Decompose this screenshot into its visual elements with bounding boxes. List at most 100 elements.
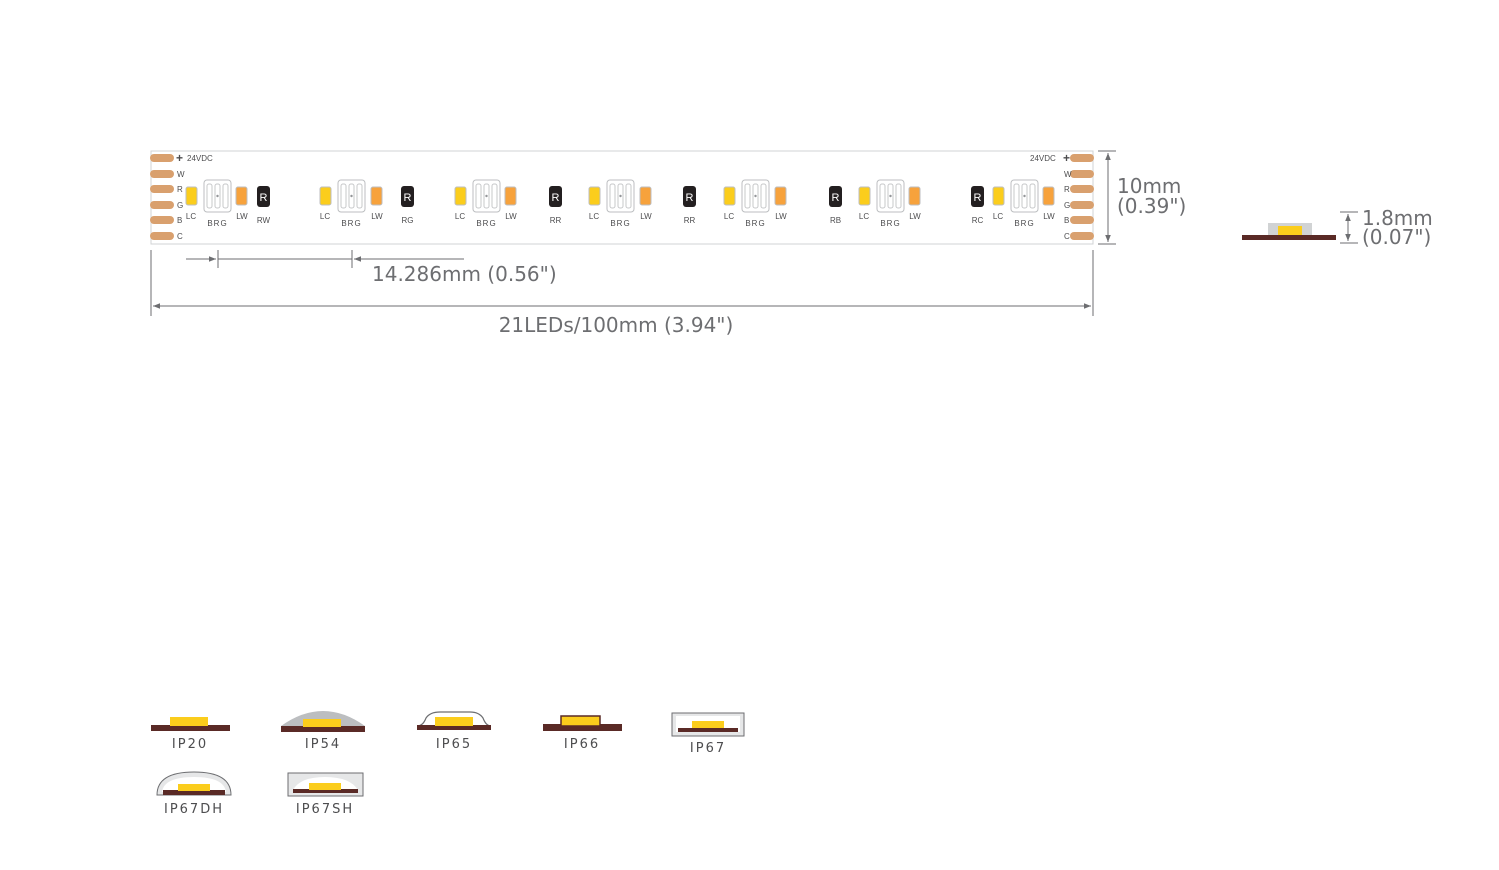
resistor-label: RW [257, 216, 271, 225]
rgb-die [895, 183, 902, 209]
ip66-label: IP66 [564, 737, 600, 752]
ip54-label: IP54 [305, 737, 341, 752]
resistor [549, 186, 562, 207]
led-chip-label: LC [993, 212, 1003, 221]
rgb-die [222, 183, 229, 209]
left-pad-label-b: B [177, 216, 182, 225]
rgb-center-dot [754, 194, 757, 198]
resistor-label: RR [684, 216, 696, 225]
led-chip-label: LW [640, 212, 652, 221]
solder-pad [1070, 185, 1094, 193]
solder-pad [150, 170, 174, 178]
profile-led-chip [1278, 226, 1302, 235]
led-chip-label: LC [320, 212, 330, 221]
led-chip-lw [774, 186, 787, 206]
rgb-center-dot [889, 194, 892, 198]
led-group: LC BRG LW R RW [185, 179, 271, 228]
resistor-letter: R [832, 192, 840, 204]
led-chip-lw [235, 186, 248, 206]
rgb-led-label: BRG [1014, 219, 1034, 228]
left-pad-label-c: C [177, 232, 183, 241]
rgb-center-dot [216, 194, 219, 198]
rgb-center-dot [1023, 194, 1026, 198]
ip65-profile: IP65 [416, 711, 492, 752]
left-solder-pads [150, 154, 174, 240]
solder-pad [1070, 232, 1094, 240]
led-chip-label: LW [505, 212, 517, 221]
led-chip-lc [858, 186, 871, 206]
rgb-die [609, 183, 616, 209]
resistor-label: RG [402, 216, 414, 225]
solder-pad [1070, 170, 1094, 178]
led-chip-label: LC [589, 212, 599, 221]
led-chip-lw [370, 186, 383, 206]
led-chip-label: LC [186, 212, 196, 221]
resistor-letter: R [974, 192, 982, 204]
rgb-die [1013, 183, 1020, 209]
resistor-label: RB [830, 216, 841, 225]
led-chip-lw [1042, 186, 1055, 206]
rgb-die [760, 183, 767, 209]
solder-pad [1070, 154, 1094, 162]
rgb-die [625, 183, 632, 209]
resistor-label: RC [972, 216, 984, 225]
ip65-label: IP65 [436, 737, 472, 752]
led-chip-lc [319, 186, 332, 206]
rgb-led-label: BRG [476, 219, 496, 228]
right-pad-label-g: G [1064, 201, 1070, 210]
length-label: 21LEDs/100mm (3.94") [499, 313, 734, 337]
resistor [401, 186, 414, 207]
right-pad-label-r: R [1064, 185, 1070, 194]
resistor-letter: R [404, 192, 412, 204]
led-group: LC BRG LW R RB [723, 179, 842, 228]
ip67sh-profile: IP67SH [287, 772, 364, 817]
led-chip-lc [454, 186, 467, 206]
right-pad-label-w: W [1064, 170, 1072, 179]
solder-pad [150, 232, 174, 240]
ip-rating-profiles: IP20 IP54 IP65 IP66 IP67 [151, 711, 745, 817]
led-chip-label: LW [909, 212, 921, 221]
led-chip-label: LW [371, 212, 383, 221]
left-plus-sign: + [176, 151, 183, 165]
pitch-dimension: 14.286mm (0.56") [186, 250, 557, 286]
solder-pad [150, 154, 174, 162]
ip67dh-label: IP67DH [164, 802, 224, 817]
pitch-label: 14.286mm (0.56") [372, 262, 557, 286]
left-pad-label-w: W [177, 170, 185, 179]
led-chip-lw [504, 186, 517, 206]
led-chip-lc [992, 186, 1005, 206]
resistor-letter: R [552, 192, 560, 204]
ip67dh-profile: IP67DH [156, 771, 232, 817]
ip67-profile: IP67 [671, 712, 745, 756]
rgb-center-dot [350, 194, 353, 198]
rgb-center-dot [485, 194, 488, 198]
led-group: LC BRG LW R RG [319, 179, 414, 228]
led-chip-label: LW [236, 212, 248, 221]
rgb-die [879, 183, 886, 209]
rgb-die [491, 183, 498, 209]
rgb-die [475, 183, 482, 209]
profile-pcb [1242, 235, 1336, 240]
solder-pad [150, 216, 174, 224]
right-solder-pads [1070, 154, 1094, 240]
led-chip-label: LC [455, 212, 465, 221]
resistor [683, 186, 696, 207]
rgb-die [340, 183, 347, 209]
rgb-led-label: BRG [745, 219, 765, 228]
right-pad-label-c: C [1064, 232, 1070, 241]
led-chip-label: LW [775, 212, 787, 221]
rgb-die [744, 183, 751, 209]
right-pad-label-b: B [1064, 216, 1069, 225]
led-chip-label: LC [724, 212, 734, 221]
ip67-label: IP67 [690, 741, 726, 756]
led-chip-lw [639, 186, 652, 206]
rgb-led-label: BRG [610, 219, 630, 228]
height-in-label: (0.07") [1362, 225, 1431, 249]
left-voltage-label: 24VDC [187, 154, 213, 163]
width-in-label: (0.39") [1117, 194, 1186, 218]
